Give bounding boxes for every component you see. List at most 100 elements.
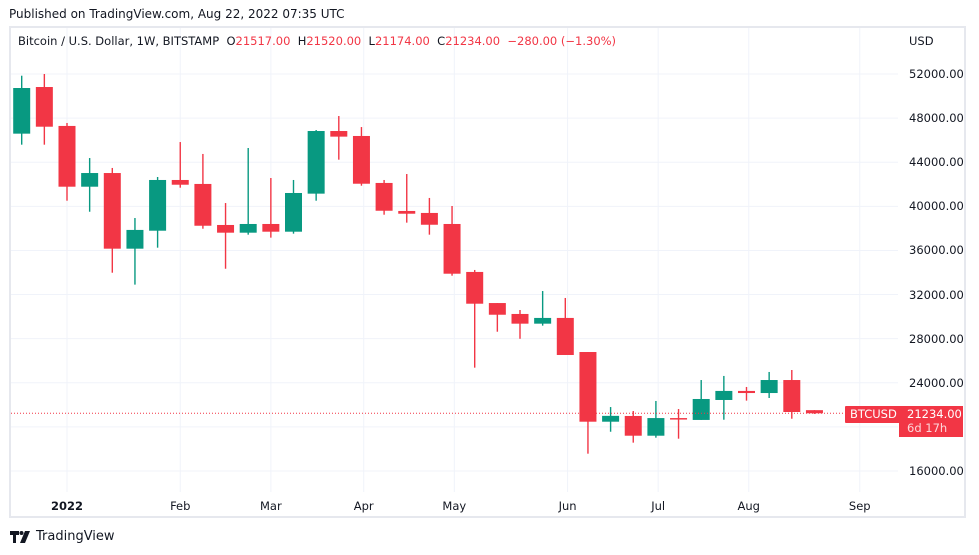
candle-body [692, 398, 710, 420]
candle-body [511, 313, 529, 324]
price-tick-label: 40000.00 [909, 199, 964, 214]
candle-down [103, 167, 121, 273]
price-tick-label: 48000.00 [909, 111, 964, 126]
candle-down [579, 352, 597, 454]
low-label: L [368, 34, 375, 48]
candle-body [534, 317, 552, 324]
candle-down [352, 127, 370, 186]
candle-down [330, 116, 348, 160]
candle-body [602, 415, 620, 422]
change-value: −280.00 (−1.30%) [507, 34, 617, 48]
candle-body [805, 410, 823, 414]
candle-down [58, 122, 76, 201]
candle-down [443, 206, 461, 276]
candle-body [171, 179, 189, 185]
candle-down [511, 309, 529, 339]
candle-body [352, 135, 370, 184]
candle-down [171, 142, 189, 188]
candle-body [579, 352, 597, 422]
candle-up [307, 130, 325, 201]
candle-down [783, 369, 801, 419]
candle-body [35, 87, 53, 127]
candle-down [670, 409, 688, 439]
candle-body [466, 271, 484, 304]
candle-down [624, 411, 642, 443]
last-price: 21234.00 [907, 407, 962, 421]
candle-body [81, 173, 99, 187]
low-value: 21174.00 [374, 34, 430, 48]
candle-body [647, 418, 665, 436]
candle-down [488, 303, 506, 332]
candle-body [103, 173, 121, 249]
time-tick-label: Feb [170, 499, 191, 513]
price-tick-label: 52000.00 [909, 67, 964, 81]
ohlc-legend: Bitcoin / U.S. Dollar, 1W, BITSTAMP O215… [18, 34, 616, 48]
currency-label[interactable]: USD [909, 34, 934, 48]
price-tick-label: 24000.00 [909, 375, 964, 390]
candle-down [805, 410, 823, 414]
time-tick-label: May [442, 499, 467, 513]
open-value: 21517.00 [235, 34, 291, 48]
candle-body [194, 183, 212, 226]
symbol-description[interactable]: Bitcoin / U.S. Dollar, 1W, BITSTAMP [18, 34, 220, 48]
candle-down [420, 197, 438, 235]
candle-body [149, 179, 167, 231]
price-tick-label: 36000.00 [909, 243, 964, 258]
candle-body [488, 303, 506, 315]
candle-up [534, 291, 552, 326]
candle-down [375, 179, 393, 215]
candle-body [443, 223, 461, 274]
candle-body [126, 229, 144, 249]
time-tick-label: Jun [558, 499, 577, 513]
close-label: C [437, 34, 446, 48]
candle-body [783, 380, 801, 413]
price-tick-label: 16000.00 [909, 464, 964, 478]
candle-up [81, 158, 99, 212]
published-caption: Published on TradingView.com, Aug 22, 20… [9, 7, 345, 21]
time-tick-label: 2022 [50, 499, 84, 513]
price-tick-label: 32000.00 [909, 287, 964, 302]
footer-brand: TradingView [36, 529, 115, 544]
close-value: 21234.00 [445, 34, 501, 48]
candle-up [126, 218, 144, 285]
candle-body [715, 390, 733, 400]
candle-up [285, 179, 302, 234]
candle-body [624, 415, 642, 436]
candle-body [760, 380, 778, 394]
candle-body [556, 317, 574, 355]
candle-up [13, 75, 31, 145]
symbol-tag: BTCUSD [845, 406, 902, 423]
candle-down [556, 297, 574, 355]
candle-body [375, 182, 393, 211]
candle-body [330, 131, 348, 137]
candle-up [149, 176, 167, 248]
candles [13, 74, 823, 454]
bar-countdown: 6d 17h [907, 421, 948, 435]
candle-down [194, 153, 212, 229]
candle-body [307, 131, 325, 194]
candle-body [58, 125, 76, 187]
price-tick-label: 44000.00 [909, 155, 964, 170]
candle-down [35, 74, 53, 145]
footer-logo[interactable]: TradingView [10, 529, 115, 544]
time-tick-label: Aug [737, 499, 760, 513]
candle-down [398, 174, 416, 223]
candle-up [647, 400, 665, 438]
tradingview-logo-icon [10, 530, 30, 543]
candle-body [285, 192, 302, 232]
candle-body [239, 223, 257, 233]
candle-down [262, 177, 280, 238]
candle-down [738, 386, 755, 401]
candle-body [398, 210, 416, 214]
candle-down [466, 269, 484, 368]
candle-up [760, 371, 778, 398]
candle-down [217, 203, 235, 269]
candle-up [692, 380, 710, 420]
high-label: H [297, 34, 307, 48]
time-tick-label: Mar [259, 499, 282, 513]
candle-up [715, 375, 733, 420]
candle-body [420, 212, 438, 225]
last-price-tag: 21234.00 6d 17h [899, 406, 963, 437]
candle-body [262, 223, 280, 232]
